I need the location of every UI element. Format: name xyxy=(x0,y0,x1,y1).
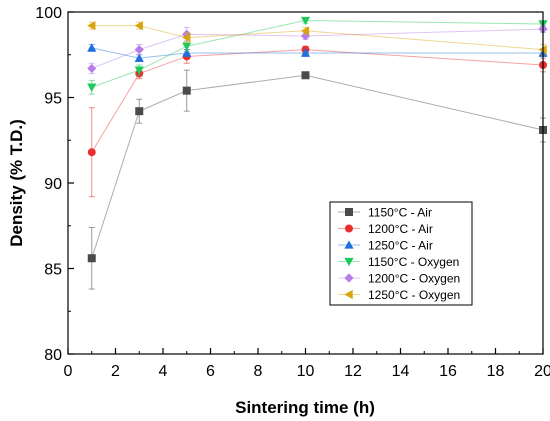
data-point xyxy=(134,45,144,55)
legend-label: 1150°C - Oxygen xyxy=(368,255,459,269)
data-point xyxy=(134,53,144,62)
x-axis-title: Sintering time (h) xyxy=(235,398,375,417)
legend-label: 1250°C - Oxygen xyxy=(368,288,460,302)
series-2 xyxy=(87,45,547,198)
data-point xyxy=(182,86,191,95)
legend-label: 1250°C - Air xyxy=(368,239,433,253)
x-tick-label: 14 xyxy=(392,363,410,380)
legend-label: 1200°C - Air xyxy=(368,222,433,236)
y-axis-title: Density (% T.D.) xyxy=(7,119,26,247)
data-point xyxy=(87,83,97,92)
y-tick-label: 95 xyxy=(44,91,62,108)
legend-box xyxy=(329,201,473,306)
series-line xyxy=(91,28,544,69)
legend-label: 1150°C - Air xyxy=(368,206,432,220)
data-point xyxy=(300,16,311,26)
y-tick-label: 85 xyxy=(44,262,62,279)
data-point xyxy=(182,42,192,51)
series-line xyxy=(91,25,544,51)
data-point xyxy=(301,71,310,80)
data-point xyxy=(87,21,96,31)
legend-marker xyxy=(344,273,354,283)
data-point xyxy=(182,48,192,57)
data-point xyxy=(135,107,144,116)
legend-marker xyxy=(344,257,354,267)
series-line xyxy=(91,74,544,259)
data-point xyxy=(182,33,191,43)
y-tick-label: 100 xyxy=(35,5,62,22)
x-tick-label: 16 xyxy=(439,363,457,380)
x-tick-label: 20 xyxy=(534,363,550,380)
series-3 xyxy=(87,43,548,63)
data-point xyxy=(134,66,144,75)
y-tick-label: 80 xyxy=(44,347,62,364)
data-point xyxy=(134,21,143,31)
x-tick-label: 8 xyxy=(254,363,263,380)
data-point xyxy=(300,48,311,57)
x-tick-label: 6 xyxy=(206,363,215,380)
series-line xyxy=(91,47,543,59)
data-point xyxy=(87,148,96,157)
legend: 1150°C - Air 1200°C - Air 1250°C - Air 1150… xyxy=(329,201,473,306)
legend-marker xyxy=(344,240,354,249)
data-point xyxy=(87,63,97,74)
legend-marker xyxy=(345,224,353,233)
x-tick-label: 12 xyxy=(344,363,362,380)
series-1 xyxy=(87,69,547,290)
x-tick-label: 0 xyxy=(64,363,73,380)
data-point xyxy=(87,43,97,52)
series-4 xyxy=(87,16,548,95)
data-point xyxy=(300,26,310,36)
x-tick-label: 10 xyxy=(297,363,315,380)
x-tick-label: 18 xyxy=(487,363,505,380)
data-point xyxy=(87,254,96,263)
series-line xyxy=(91,49,544,153)
legend-marker xyxy=(345,208,353,216)
plot-area xyxy=(87,16,548,290)
x-tick-label: 4 xyxy=(159,363,168,380)
axes: 0 2 4 6 8 10 12 14 16 18 20 80 85 90 95 100 xyxy=(35,5,550,380)
x-tick-label: 2 xyxy=(111,363,120,380)
legend-marker xyxy=(344,289,353,300)
series-6 xyxy=(87,21,547,56)
legend-label: 1200°C - Oxygen xyxy=(368,272,460,286)
y-tick-label: 90 xyxy=(44,176,62,193)
